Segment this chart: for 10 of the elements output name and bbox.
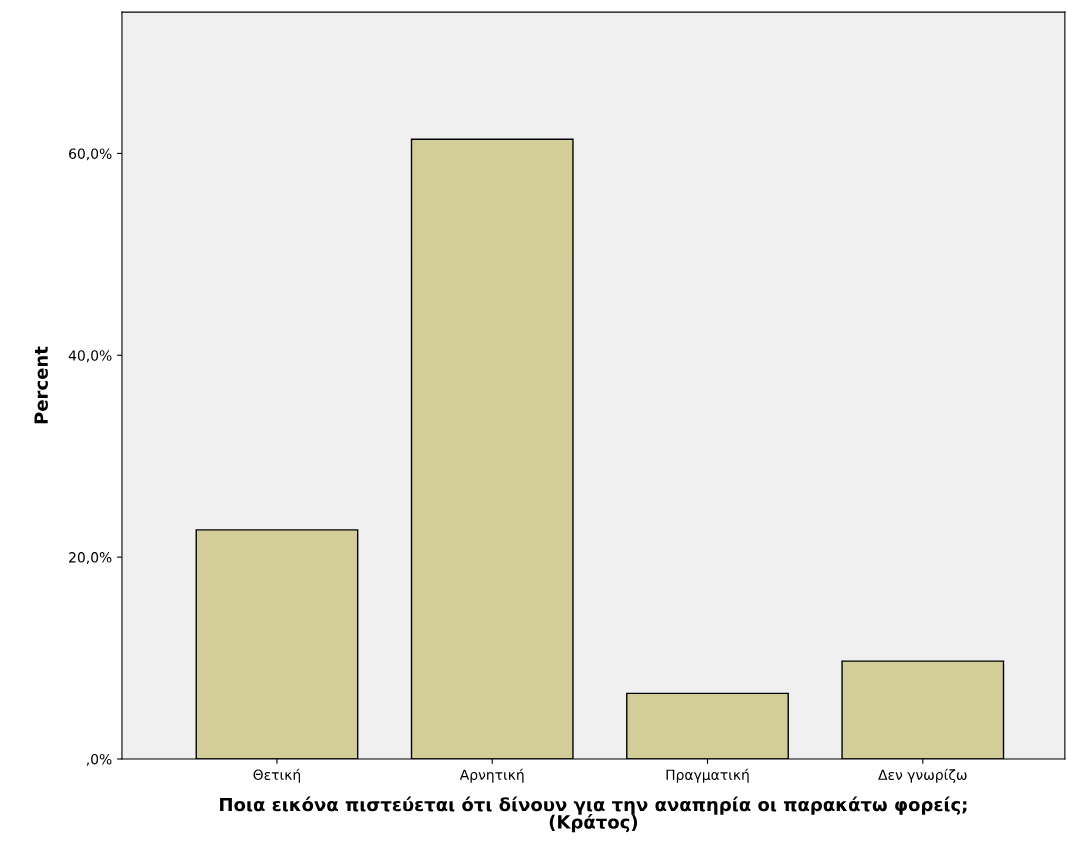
x-tick-label: Δεν γνωρίζω [878, 768, 967, 783]
x-tick-label: Πραγματική [666, 768, 749, 783]
y-tick-label: 40,0% [68, 350, 112, 363]
y-tick-label: 20,0% [69, 552, 112, 565]
x-axis-title: Ποια εικόνα πιστεύεται ότι δίνουν για την αναπηρία οι παρακάτω φορείς; (Κράτος) [220, 796, 967, 833]
x-tick-label: Αρνητική [459, 768, 524, 783]
y-tick-label: 60,0% [69, 148, 112, 161]
y-axis-title: Percent [34, 346, 48, 424]
x-tick-label: Θετική [253, 768, 301, 783]
y-tick-label: ,0% [86, 753, 112, 766]
